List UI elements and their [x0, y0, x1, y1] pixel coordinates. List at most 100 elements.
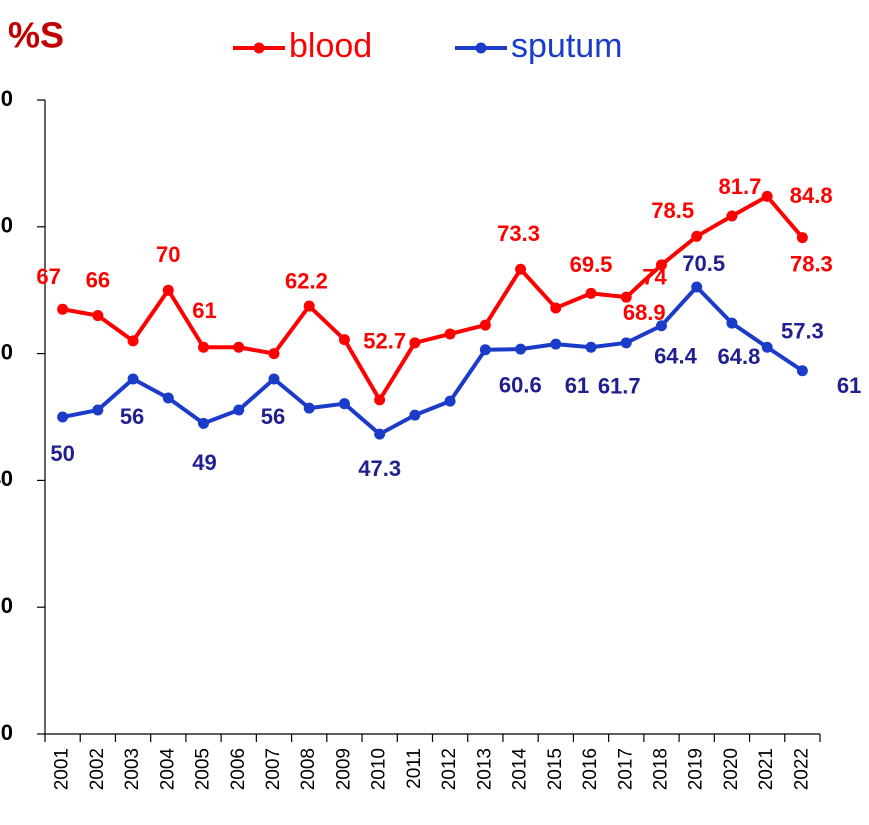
x-tick-label: 2014: [510, 748, 531, 791]
y-tick-label: 80: [0, 213, 13, 238]
marker: [444, 395, 456, 407]
legend-marker: [475, 42, 487, 54]
marker: [92, 404, 104, 416]
marker: [127, 373, 139, 385]
data-label: 61: [565, 373, 589, 398]
data-label: 56: [120, 404, 144, 429]
x-tick-label: 2012: [439, 748, 460, 790]
legend-label: sputum: [511, 27, 623, 65]
data-label: 57.3: [781, 319, 824, 344]
marker: [268, 373, 280, 385]
x-tick-label: 2001: [52, 748, 73, 790]
marker: [585, 341, 597, 353]
data-label: 69.5: [570, 252, 613, 277]
legend-label: blood: [289, 27, 372, 65]
x-tick-label: 2018: [650, 748, 671, 790]
marker: [338, 334, 350, 346]
marker: [550, 338, 562, 350]
marker: [691, 281, 703, 293]
marker: [726, 317, 738, 329]
marker: [444, 328, 456, 340]
marker: [233, 404, 245, 416]
marker: [479, 344, 491, 356]
marker: [374, 428, 386, 440]
data-label: 61.7: [598, 374, 641, 399]
marker: [162, 392, 174, 404]
x-tick-label: 2017: [615, 748, 636, 790]
marker: [655, 259, 667, 271]
data-label: 56: [261, 404, 285, 429]
data-label: 62.2: [285, 268, 328, 293]
data-label: 64.4: [654, 344, 698, 369]
marker: [796, 365, 808, 377]
x-tick-label: 2006: [228, 748, 249, 790]
marker: [585, 287, 597, 299]
data-label: 70: [156, 242, 180, 267]
x-tick-label: 2008: [298, 748, 319, 790]
data-label: 66: [86, 267, 110, 292]
data-label: 67: [36, 264, 60, 289]
marker: [409, 337, 421, 349]
data-label: 81.7: [719, 174, 762, 199]
marker: [479, 319, 491, 331]
marker: [655, 320, 667, 332]
data-label: 70.5: [682, 251, 725, 276]
x-tick-label: 2013: [474, 748, 495, 790]
data-label: 50: [50, 441, 74, 466]
data-label: 60.6: [499, 373, 542, 398]
marker: [338, 398, 350, 410]
data-label: 52.7: [363, 329, 406, 354]
marker: [92, 310, 104, 322]
y-tick-label: 100: [0, 86, 13, 111]
data-label: 49: [192, 450, 216, 475]
marker: [57, 411, 69, 423]
chart-title: %S: [8, 15, 64, 56]
marker: [303, 300, 315, 312]
marker: [162, 284, 174, 296]
y-tick-label: 0: [1, 720, 13, 745]
data-label: 61: [837, 373, 861, 398]
marker: [761, 341, 773, 353]
y-tick-label: 20: [0, 593, 13, 618]
y-tick-label: 60: [0, 339, 13, 364]
data-label: 68.9: [623, 300, 666, 325]
x-tick-label: 2004: [157, 748, 178, 791]
marker: [515, 263, 527, 275]
x-tick-label: 2005: [193, 748, 214, 790]
marker: [515, 343, 527, 355]
x-tick-label: 2009: [333, 748, 354, 790]
series-line: [62, 194, 804, 402]
y-tick-label: 40: [0, 466, 13, 491]
marker: [691, 230, 703, 242]
marker: [303, 402, 315, 414]
data-label: 47.3: [358, 456, 401, 481]
marker: [233, 341, 245, 353]
data-label: 78.3: [790, 251, 833, 276]
data-label: 64.8: [718, 344, 761, 369]
marker: [198, 341, 210, 353]
x-tick-label: 2003: [122, 748, 143, 790]
data-label: 78.5: [651, 198, 694, 223]
marker: [127, 335, 139, 347]
data-label: 84.8: [790, 183, 833, 208]
marker: [796, 232, 808, 244]
x-tick-label: 2011: [404, 748, 425, 789]
marker: [761, 190, 773, 202]
marker: [726, 210, 738, 222]
x-tick-label: 2022: [791, 748, 812, 790]
x-tick-label: 2007: [263, 748, 284, 790]
x-tick-label: 2021: [756, 748, 777, 790]
x-tick-label: 2010: [369, 748, 390, 790]
x-tick-label: 2015: [545, 748, 566, 790]
marker: [57, 303, 69, 315]
x-tick-label: 2020: [721, 748, 742, 790]
data-label: 73.3: [497, 221, 540, 246]
marker: [409, 409, 421, 421]
x-tick-label: 2019: [686, 748, 707, 790]
marker: [268, 348, 280, 360]
series-line: [62, 285, 804, 437]
marker: [374, 394, 386, 406]
marker: [620, 291, 632, 303]
data-label: 74: [642, 265, 667, 290]
